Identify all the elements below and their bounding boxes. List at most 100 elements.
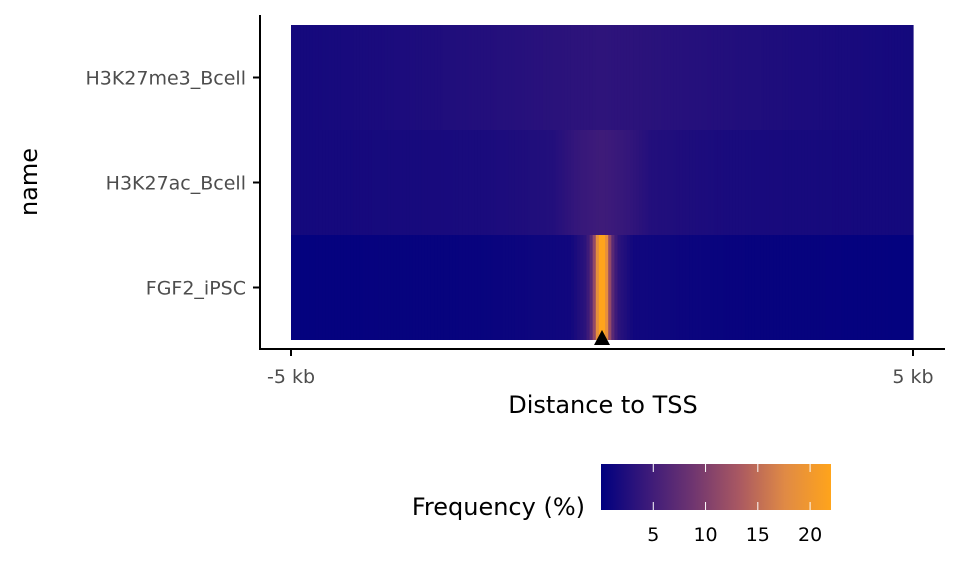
heatmap-cell (490, 235, 494, 340)
heatmap-cell (894, 235, 899, 340)
heatmap-cell (664, 25, 668, 130)
x-ticks: -5 kb 5 kb (267, 349, 934, 388)
heatmap-cell (337, 235, 342, 340)
heatmap-cell (465, 130, 469, 235)
heatmap-cell (365, 25, 370, 130)
heatmap-cell (533, 235, 538, 340)
heatmap-cell (343, 235, 348, 340)
heatmap-cell (577, 235, 581, 340)
heatmap-cell (318, 235, 323, 340)
heatmap-cell (359, 25, 364, 130)
heatmap-cell (654, 130, 659, 235)
heatmap-cell (717, 130, 721, 235)
heatmap-cell (343, 130, 348, 235)
heatmap-cell (390, 25, 395, 130)
heatmap-cell (427, 25, 432, 130)
heatmap-row-H3K27me3_Bcell (291, 25, 914, 130)
heatmap-cell (785, 235, 790, 340)
heatmap-cell (748, 235, 752, 340)
heatmap-cell (574, 130, 578, 235)
heatmap-cell (857, 235, 861, 340)
heatmap-cell (570, 130, 575, 235)
heatmap-cell (853, 130, 858, 235)
heatmap-cell (853, 235, 858, 340)
heatmap-cell (570, 25, 575, 130)
heatmap-cell (723, 130, 727, 235)
heatmap-cell (766, 235, 771, 340)
heatmap-cell (577, 25, 581, 130)
heatmap-cell (698, 25, 703, 130)
heatmap-cell (567, 235, 572, 340)
heatmap-cell (707, 235, 712, 340)
heatmap-cell (480, 25, 485, 130)
heatmap-cell (642, 25, 647, 130)
heatmap-cell (294, 25, 298, 130)
heatmap-cell (530, 130, 535, 235)
heatmap-cell (421, 25, 426, 130)
heatmap-cell (561, 130, 566, 235)
heatmap-cell (583, 130, 588, 235)
heatmap-cell (791, 25, 796, 130)
heatmap-cell (586, 25, 591, 130)
heatmap-cell (866, 25, 871, 130)
heatmap-cell (804, 235, 808, 340)
heatmap-cell (521, 235, 525, 340)
heatmap-cell (443, 235, 448, 340)
heatmap-cell (589, 130, 594, 235)
heatmap-cell (863, 235, 867, 340)
heatmap-cell (900, 235, 905, 340)
heatmap-cell (819, 25, 824, 130)
heatmap-cell (371, 235, 376, 340)
heatmap-cell (707, 25, 712, 130)
tss-marker-icon (594, 330, 610, 345)
heatmap-cell (863, 25, 867, 130)
heatmap-cell (841, 235, 846, 340)
heatmap-cell (294, 235, 298, 340)
heatmap-cell (738, 130, 743, 235)
heatmap-cell (713, 235, 718, 340)
heatmap-cell (452, 130, 457, 235)
heatmap-cell (794, 235, 799, 340)
heatmap-cell (735, 130, 740, 235)
heatmap-cell (661, 130, 665, 235)
heatmap-cell (735, 235, 740, 340)
heatmap-cell (325, 25, 329, 130)
heatmap-cell (897, 25, 902, 130)
heatmap-cell (797, 235, 802, 340)
heatmap-cell (667, 130, 672, 235)
heatmap-cell (462, 25, 466, 130)
heatmap-cell (710, 25, 715, 130)
heatmap-cell (549, 130, 553, 235)
heatmap-cell (409, 25, 413, 130)
heatmap-cell (769, 25, 774, 130)
heatmap-cell (776, 235, 780, 340)
heatmap-cell (797, 25, 802, 130)
heatmap-cell (729, 130, 734, 235)
heatmap-cell (564, 130, 569, 235)
heatmap-cell (745, 25, 749, 130)
heatmap-cell (570, 235, 575, 340)
heatmap-cell (384, 25, 389, 130)
heatmap-cell (393, 25, 398, 130)
heatmap-cell (334, 25, 339, 130)
heatmap-cell (773, 25, 777, 130)
heatmap-cell (763, 25, 768, 130)
heatmap-cell (657, 25, 662, 130)
heatmap-cell (720, 235, 724, 340)
heatmap-cell (900, 130, 905, 235)
heatmap-cell (521, 25, 525, 130)
heatmap-cell (822, 25, 827, 130)
heatmap-cell (291, 25, 295, 130)
heatmap-cell (857, 25, 861, 130)
heatmap-cell (555, 235, 560, 340)
heatmap-cell (297, 25, 301, 130)
heatmap-cell (685, 25, 690, 130)
heatmap-cell (888, 235, 892, 340)
heatmap-cell (402, 130, 407, 235)
heatmap-cell (794, 25, 799, 130)
heatmap-cell (446, 130, 451, 235)
heatmap-cell (312, 130, 317, 235)
heatmap-cell (499, 235, 504, 340)
heatmap-cell (866, 235, 871, 340)
heatmap-cell (869, 130, 874, 235)
